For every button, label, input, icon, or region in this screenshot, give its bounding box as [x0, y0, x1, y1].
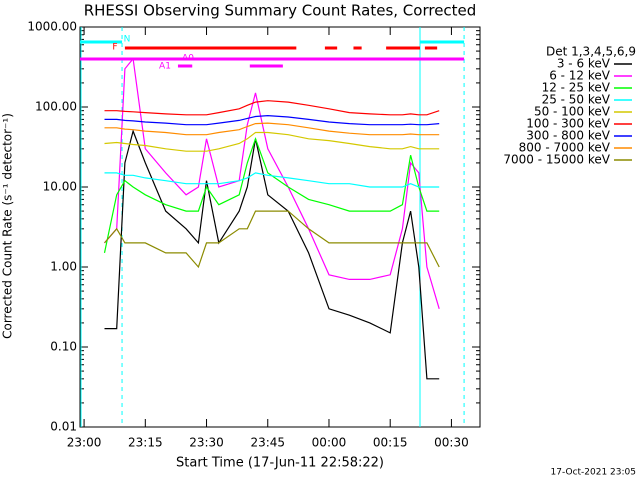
y-axis-label: Corrected Count Rate (s⁻¹ detector⁻¹): [1, 113, 15, 339]
footer: 17-Oct-2021 23:05: [551, 468, 636, 478]
legend-title: Det 1,3,4,5,6,9: [546, 45, 636, 59]
x-tick-label: 23:45: [250, 436, 285, 450]
legend-label: 25 - 50 keV: [542, 93, 611, 107]
y-tick-label: 1.00: [50, 260, 77, 274]
chart-title: RHESSI Observing Summary Count Rates, Co…: [84, 2, 477, 20]
legend-label: 100 - 300 keV: [526, 117, 610, 131]
series-line: [104, 122, 440, 136]
series-line: [104, 210, 440, 269]
x-tick-label: 00:15: [373, 436, 408, 450]
y-tick-label: 10.00: [43, 180, 77, 194]
flag-bar: [124, 46, 297, 50]
flag-bar: [324, 46, 338, 50]
legend-label: 6 - 12 keV: [549, 69, 611, 83]
x-tick-label: 00:30: [434, 436, 469, 450]
legend-label: 7000 - 15000 keV: [503, 153, 610, 167]
flag-bar: [386, 46, 420, 50]
flag-label: A1: [159, 62, 171, 72]
y-tick-label: 0.01: [50, 420, 77, 434]
series-line: [103, 136, 440, 254]
legend-label: 3 - 6 keV: [557, 57, 611, 71]
x-axis-label: Start Time (17-Jun-11 22:58:22): [176, 456, 384, 471]
flag-bar: [80, 40, 123, 44]
legend-label: 12 - 25 keV: [542, 81, 611, 95]
flag-bar: [424, 46, 438, 50]
flag-bar: [80, 57, 465, 61]
series-line: [104, 129, 440, 380]
flag-label: F: [112, 43, 117, 53]
flag-bar: [353, 46, 362, 50]
x-tick-label: 23:30: [189, 436, 224, 450]
legend-label: 300 - 800 keV: [526, 129, 610, 143]
y-tick-label: 100.00: [35, 100, 77, 114]
x-tick-label: 23:15: [128, 436, 163, 450]
legend-label: 800 - 7000 keV: [519, 141, 611, 155]
series-line: [104, 100, 440, 116]
series-line: [104, 131, 440, 152]
flag-bar: [420, 40, 465, 44]
x-tick-label: 23:00: [67, 436, 102, 450]
legend-label: 50 - 100 keV: [534, 105, 611, 119]
flag-label: N: [124, 35, 131, 45]
series-line: [104, 57, 440, 309]
x-tick-label: 00:00: [312, 436, 347, 450]
series-line: [104, 172, 440, 188]
y-tick-label: 1000.00: [27, 20, 77, 34]
flag-bar: [249, 64, 283, 68]
flag-bar: [177, 64, 193, 68]
y-tick-label: 0.10: [50, 340, 77, 354]
plot-frame: [79, 26, 481, 428]
series-line: [104, 114, 440, 126]
flag-label: A0: [182, 54, 194, 64]
